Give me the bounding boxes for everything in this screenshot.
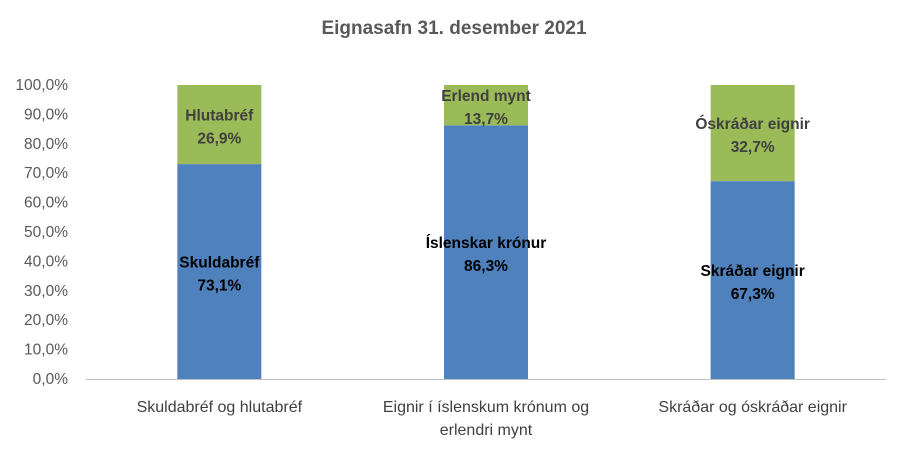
bar-segment: [177, 85, 262, 165]
bar-segment: [444, 125, 528, 379]
segment-name-label: Óskráðar eignir: [695, 115, 810, 133]
y-tick-label: 70,0%: [24, 165, 68, 182]
segment-name-label: Erlend mynt: [441, 88, 531, 105]
x-axis: Skuldabréf og hlutabréf Eignir í íslensku…: [86, 379, 886, 439]
bar-segment: [444, 85, 528, 126]
segment-value-label: 86,3%: [464, 258, 508, 275]
y-tick-label: 50,0%: [24, 224, 68, 241]
segment-name-label: Hlutabréf: [185, 108, 254, 125]
y-axis: 0,0% 10,0% 20,0% 30,0% 40,0% 50,0% 60,0% 70,0% 8…: [15, 77, 68, 388]
segment-value-label: 73,1%: [197, 278, 241, 295]
segment-name-label: Skráðar eignir: [701, 263, 805, 280]
x-tick-label: Skuldabréf og hlutabréf: [137, 399, 303, 416]
y-tick-label: 10,0%: [24, 342, 68, 359]
bar-segment: [710, 181, 795, 379]
x-tick-label: Eignir í íslenskum krónum og: [383, 399, 589, 416]
y-tick-label: 30,0%: [24, 283, 68, 300]
segment-value-label: 13,7%: [464, 111, 508, 128]
y-tick-label: 80,0%: [24, 136, 68, 153]
segment-value-label: 26,9%: [197, 131, 241, 148]
y-tick-label: 40,0%: [24, 253, 68, 270]
bar-segment: [177, 164, 262, 379]
bar-segment: [710, 85, 795, 182]
segment-name-label: Íslenskar krónur: [426, 235, 547, 252]
y-tick-label: 100,0%: [15, 77, 68, 94]
segment-value-label: 32,7%: [731, 139, 775, 156]
x-tick-label: Skráðar og óskráðar eignir: [658, 399, 847, 416]
y-tick-label: 0,0%: [33, 371, 69, 388]
x-tick-label: erlendri mynt: [440, 422, 533, 439]
segment-name-label: Skuldabréf: [179, 255, 260, 272]
chart-title: Eignasafn 31. desember 2021: [321, 18, 587, 39]
y-tick-label: 20,0%: [24, 312, 68, 329]
y-tick-label: 60,0%: [24, 195, 68, 212]
segment-value-label: 67,3%: [731, 286, 775, 303]
y-tick-label: 90,0%: [24, 106, 68, 123]
bars: Skuldabréf 73,1% Hlutabréf 26,9% Íslenskar k…: [177, 85, 810, 379]
